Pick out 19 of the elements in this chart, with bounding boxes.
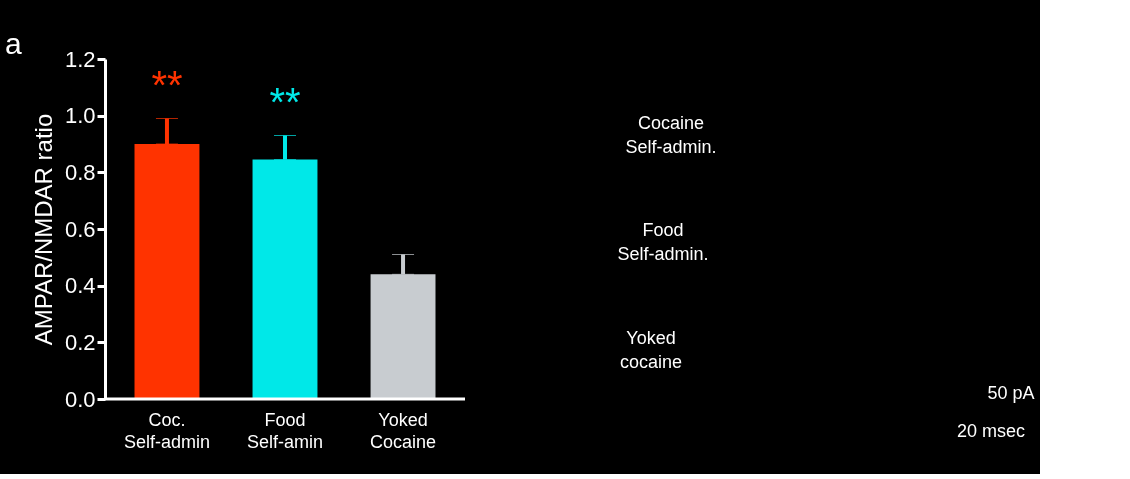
y-tick-label: 0.0 [64,386,96,412]
text: Yoked cocaine [619,327,683,372]
y-tick-label: 0.8 [64,159,96,185]
text: a [5,27,22,60]
y-tick-label: 1.0 [64,103,96,129]
text: 50 pA [987,383,1035,404]
annotation: ** [269,79,301,124]
text: 20 msec [956,420,1026,441]
y-tick-label: 0.6 [64,216,96,242]
y-tick-label: 0.2 [64,329,96,355]
x-tick-label: Coc. Self-admin [123,409,210,452]
y-axis-title: AMPAR/NMDAR ratio [29,113,57,346]
x-tick-label: Yoked Cocaine [370,409,437,452]
x-tick-label: Food Self-amin [246,409,324,452]
y-tick-label: 0.4 [64,273,96,299]
text: Food Self-admin. [617,220,709,265]
text: Cocaine Self-admin. [625,113,717,158]
y-tick-label: 1.2 [64,46,96,72]
annotation: ** [151,62,183,107]
